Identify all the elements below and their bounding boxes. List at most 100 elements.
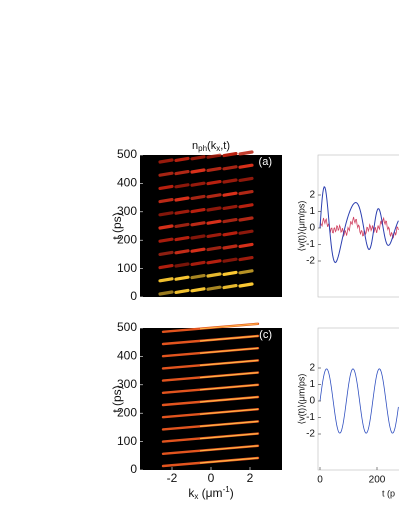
y-label: ⟨v(t)⟩(μm/ps) [296, 374, 306, 425]
stripe [222, 231, 238, 237]
stripe [206, 206, 222, 212]
panel-label: (c) [259, 329, 272, 341]
stripe [238, 256, 254, 262]
stripe [238, 216, 254, 222]
y-tick-label: 500 [117, 147, 137, 161]
panel-label: (a) [259, 156, 272, 168]
stripe [199, 372, 259, 379]
y-tick-label: 0 [309, 223, 315, 234]
y-tick-label: 2 [309, 190, 315, 201]
trace [319, 186, 399, 264]
y-tick-label: 1 [309, 379, 315, 390]
trace [319, 216, 399, 240]
stripe [190, 181, 206, 187]
trace [319, 368, 399, 434]
stripe [199, 396, 259, 403]
stripe [222, 244, 238, 250]
stripe [190, 221, 206, 227]
stripe [238, 190, 254, 196]
stripe [158, 264, 174, 270]
stripe [222, 152, 238, 158]
stripe [206, 259, 222, 265]
stripe [206, 166, 222, 172]
y-tick-label: 1 [309, 206, 315, 217]
y-tick-label: 300 [117, 204, 137, 218]
stripe [199, 347, 259, 354]
stripe [199, 445, 259, 452]
y-label: t (ps) [110, 212, 124, 239]
stripe [206, 232, 222, 238]
stripe [158, 290, 174, 296]
stripe [222, 178, 238, 184]
stripe [190, 208, 206, 214]
stripe [158, 277, 174, 283]
stripe [199, 433, 259, 440]
stripe [222, 191, 238, 197]
x-tick-label: 0 [317, 475, 323, 486]
stripe [174, 170, 190, 176]
stripe [199, 323, 259, 330]
y-tick-label: 0 [130, 462, 137, 476]
stripe [190, 247, 206, 253]
stripe [158, 237, 174, 243]
y-label: t (ps) [110, 385, 124, 412]
y-tick-label: -2 [306, 256, 315, 267]
stripe [199, 335, 259, 342]
stripe [222, 257, 238, 263]
stripe [206, 285, 222, 291]
stripe [206, 193, 222, 199]
y-tick-label: 200 [117, 232, 137, 246]
stripe [158, 171, 174, 177]
stripe [190, 274, 206, 280]
y-label: ⟨v(t)⟩(μm/ps) [296, 201, 306, 252]
y-tick-label: 500 [117, 320, 137, 334]
y-tick-label: 400 [117, 349, 137, 363]
stripe [222, 284, 238, 290]
stripe [206, 272, 222, 278]
stripe [190, 234, 206, 240]
stripe [238, 282, 254, 288]
stripe [190, 194, 206, 200]
y-tick-label: -2 [306, 429, 315, 440]
x-tick-label: 0 [208, 471, 215, 485]
y-tick-label: 300 [117, 377, 137, 391]
stripe [199, 359, 259, 366]
y-tick-label: 2 [309, 363, 315, 374]
stripe [222, 218, 238, 224]
stripe [190, 287, 206, 293]
stripe [199, 408, 259, 415]
stripe [199, 457, 259, 464]
stripe [174, 249, 190, 255]
stripe [190, 155, 206, 161]
stripe [238, 150, 254, 156]
stripe [206, 180, 222, 186]
stripe [158, 224, 174, 230]
stripe [199, 384, 259, 391]
stripe [222, 165, 238, 171]
stripe [238, 203, 254, 209]
stripe [158, 158, 174, 164]
x-tick-label: -2 [167, 471, 178, 485]
panel-title: nph(kx,t) [192, 140, 230, 153]
stripe [158, 184, 174, 190]
stripe [190, 260, 206, 266]
stripe [174, 236, 190, 242]
stripe [238, 229, 254, 235]
y-tick-label: 0 [130, 289, 137, 303]
y-tick-label: 100 [117, 261, 137, 275]
stripe [206, 219, 222, 225]
stripe [174, 262, 190, 268]
y-tick-label: 200 [117, 405, 137, 419]
stripe [238, 269, 254, 275]
y-tick-label: -1 [306, 412, 315, 423]
stripe [158, 198, 174, 204]
y-tick-label: -1 [306, 239, 315, 250]
stripe [199, 420, 259, 427]
stripe [174, 222, 190, 228]
stripe [206, 153, 222, 159]
stripe [174, 156, 190, 162]
stripe [238, 163, 254, 169]
stripe [222, 204, 238, 210]
stripe [174, 275, 190, 281]
